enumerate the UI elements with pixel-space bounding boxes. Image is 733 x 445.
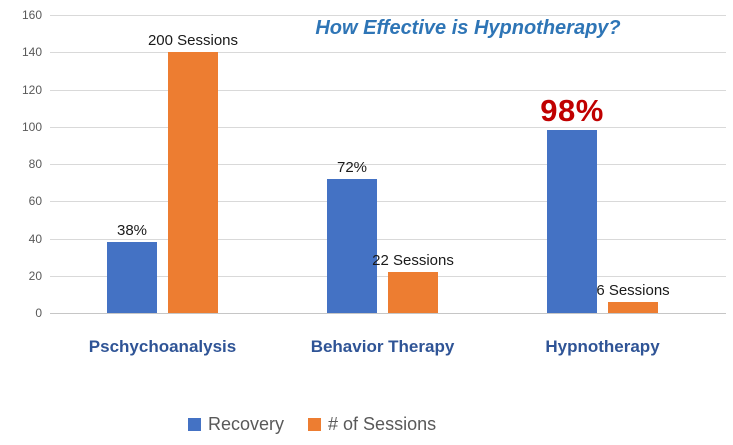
- y-axis-tick-label: 20: [28, 268, 42, 283]
- gridline: [50, 15, 726, 16]
- bar-sessions: [168, 52, 218, 313]
- legend-label: Recovery: [208, 414, 285, 434]
- data-label: 72%: [336, 158, 368, 176]
- y-axis-tick-label: 100: [21, 119, 42, 134]
- bar-sessions: [608, 301, 658, 313]
- gridline: [50, 201, 726, 203]
- chart-title: How Effective is Hypnotherapy?: [315, 17, 621, 39]
- category-label: Hypnotherapy: [545, 337, 660, 356]
- bar-recovery: [547, 130, 597, 313]
- category-label: Pschychoanalysis: [88, 337, 237, 356]
- bar-sessions: [388, 272, 438, 313]
- category-label: Behavior Therapy: [310, 337, 455, 356]
- data-label: 38%: [116, 222, 148, 240]
- data-label: 22 Sessions: [372, 252, 454, 270]
- legend-swatch-icon: [188, 418, 201, 431]
- y-axis-tick-label: 0: [35, 306, 42, 320]
- legend-swatch-icon: [308, 418, 322, 431]
- legend-label: # of Sessions: [328, 414, 437, 434]
- bar-recovery: [107, 242, 157, 313]
- data-label: 98%: [540, 93, 604, 129]
- gridline: [50, 52, 726, 54]
- gridline: [50, 238, 726, 240]
- gridline: [50, 89, 726, 91]
- gridline: [50, 164, 726, 165]
- y-axis-tick-label: 60: [28, 194, 42, 209]
- legend-item: Recovery: [188, 414, 284, 435]
- gridline: [50, 313, 726, 314]
- legend: Recovery # of Sessions: [188, 414, 436, 435]
- legend-item: # of Sessions: [308, 414, 436, 435]
- y-axis-tick-label: 40: [28, 231, 42, 246]
- y-axis-tick-label: 160: [21, 8, 42, 22]
- y-axis-tick-label: 80: [28, 157, 42, 171]
- data-label: 200 Sessions: [147, 32, 239, 50]
- gridline: [50, 126, 726, 128]
- data-label: 6 Sessions: [596, 281, 670, 299]
- y-axis-tick-label: 120: [21, 82, 42, 97]
- y-axis-tick-label: 140: [21, 45, 42, 60]
- bar-recovery: [327, 178, 377, 313]
